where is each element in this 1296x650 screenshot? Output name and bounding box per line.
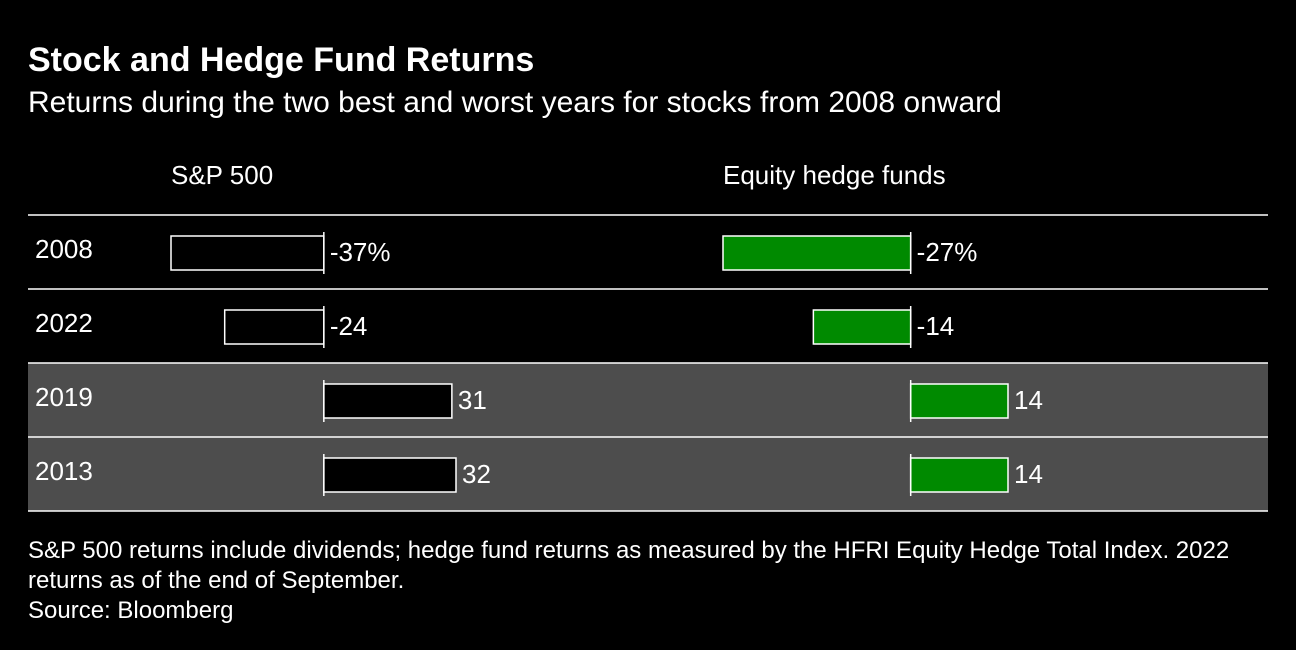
bar [812, 309, 912, 345]
category-label: 2008 [35, 234, 93, 264]
bar [223, 309, 325, 345]
value-label: 31 [458, 385, 487, 415]
bar [722, 235, 912, 271]
legend-label: S&P 500 [171, 160, 273, 190]
bar [909, 383, 1009, 419]
bar [323, 383, 453, 419]
value-label: -24 [330, 311, 368, 341]
note: S&P 500 returns include dividends; hedge… [28, 537, 1230, 594]
value-label: 14 [1014, 459, 1043, 489]
bar [909, 457, 1009, 493]
category-label: 2019 [35, 382, 93, 412]
value-label: -27% [917, 237, 978, 267]
bar [170, 235, 325, 271]
bar [323, 457, 457, 493]
value-label: -14 [917, 311, 955, 341]
chart-subtitle: Returns during the two best and worst ye… [28, 86, 1002, 119]
category-label: 2013 [35, 456, 93, 486]
footnote: S&P 500 returns include dividends; hedge… [28, 536, 1268, 626]
value-label: 14 [1014, 385, 1043, 415]
chart-title: Stock and Hedge Fund Returns [28, 41, 534, 79]
value-label: -37% [330, 237, 391, 267]
legend-label: Equity hedge funds [723, 160, 946, 190]
category-label: 2022 [35, 308, 93, 338]
value-label: 32 [462, 459, 491, 489]
chart: Stock and Hedge Fund Returns Returns dur… [28, 41, 1268, 512]
source: Source: Bloomberg [28, 597, 234, 624]
